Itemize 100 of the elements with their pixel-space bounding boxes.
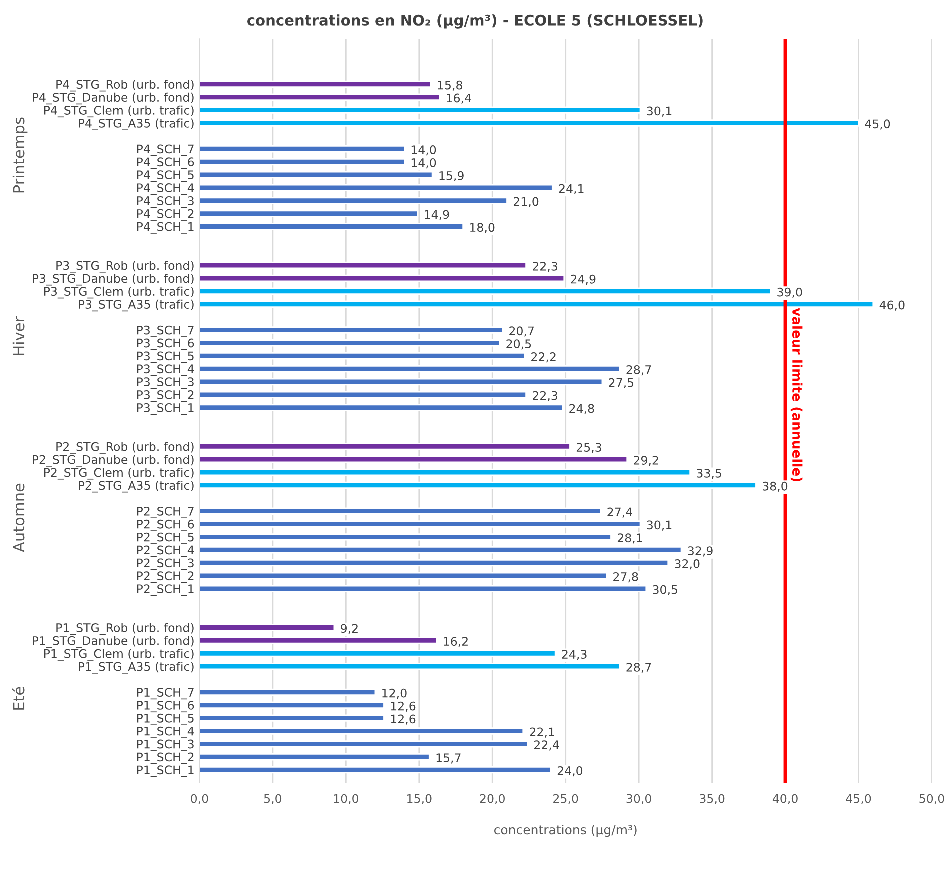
x-tick-label: 35,0: [700, 794, 725, 804]
bar: [200, 223, 464, 230]
x-tick-label: 30,0: [626, 794, 652, 804]
bar: [200, 210, 419, 218]
y-tick-label: P2_STG_A35 (trafic): [79, 480, 194, 493]
y-tick-label: P4_STG_Danube (urb. fond): [33, 92, 194, 105]
data-label: 22,3: [533, 391, 558, 402]
data-label: 20,5: [506, 340, 532, 350]
data-label: 21,0: [514, 197, 539, 208]
data-label: 27,4: [608, 508, 632, 518]
data-label: 22,2: [532, 352, 556, 363]
y-tick-label: P3_STG_A35 (trafic): [79, 300, 194, 312]
data-label: 22,1: [530, 728, 554, 738]
bar: [200, 146, 406, 153]
x-tick-label: 0,0: [191, 794, 208, 804]
bar: [200, 340, 501, 347]
y-tick-label: P1_STG_Clem (urb. trafic): [44, 649, 194, 661]
data-label: 15,9: [440, 171, 464, 182]
bar: [200, 274, 566, 282]
bar: [200, 508, 602, 515]
bar: [200, 326, 504, 334]
data-label: 25,3: [576, 443, 602, 454]
data-label: 24,8: [570, 404, 594, 414]
bar: [200, 443, 571, 450]
data-label: 24,0: [558, 766, 583, 777]
bar: [200, 650, 556, 658]
x-tick-label: 5,0: [264, 794, 282, 804]
y-tick-label: P3_STG_Rob (urb. fond): [56, 261, 194, 273]
bar: [200, 728, 524, 735]
y-tick-label: P4_STG_Rob (urb. fond): [56, 80, 194, 92]
bar: [200, 456, 628, 464]
data-label: 9,2: [341, 624, 358, 634]
bar: [200, 106, 642, 114]
x-tick-label: 20,0: [480, 794, 505, 804]
bar: [200, 520, 642, 528]
y-tick-label: P1_SCH_5: [137, 714, 194, 726]
bar: [200, 197, 508, 204]
y-tick-label: P3_SCH_3: [137, 378, 194, 390]
data-label: 22,3: [533, 262, 558, 272]
bar: [200, 534, 612, 541]
chart-title: concentrations en NO₂ (µg/m³) - ECOLE 5 (SCHLOESSEL): [248, 14, 703, 29]
y-tick-label: P3_SCH_1: [137, 403, 194, 416]
data-label: 30,1: [647, 520, 672, 531]
text: Hiver: [12, 316, 25, 356]
data-label: 24,9: [571, 274, 596, 286]
y-tick-label: P1_STG_Rob (urb. fond): [56, 623, 194, 636]
data-label: 16,2: [444, 637, 468, 648]
data-label: 29,2: [634, 456, 658, 466]
x-tick-label: 50,0: [920, 794, 944, 804]
x-axis-title: concentrations (µg/m³): [494, 824, 637, 838]
data-label: 45,0: [865, 120, 890, 130]
data-label: 16,4: [447, 94, 472, 104]
y-tick-label: P2_SCH_7: [137, 506, 194, 518]
y-tick-label: P1_SCH_2: [137, 752, 194, 764]
data-label: 28,7: [626, 365, 652, 376]
x-tick-label: 25,0: [554, 794, 578, 804]
bar: [200, 80, 432, 88]
x-tick-label: 40,0: [772, 794, 798, 804]
y-tick-label: P2_STG_Danube (urb. fond): [33, 455, 194, 467]
data-label: 30,1: [647, 106, 672, 117]
data-label: 27,8: [614, 572, 638, 583]
data-label: 30,5: [653, 585, 678, 596]
ref-line-label: valeur limite (annuelle): [790, 308, 803, 482]
data-label: 20,7: [510, 326, 534, 337]
bar: [200, 120, 860, 127]
bar: [200, 262, 527, 270]
y-tick-label: P4_SCH_5: [137, 170, 194, 182]
bar: [200, 559, 670, 567]
y-tick-label: P1_SCH_7: [137, 688, 194, 700]
data-label: 12,6: [391, 714, 416, 725]
y-tick-label: P1_SCH_3: [137, 740, 194, 752]
data-label: 39,0: [778, 288, 802, 298]
y-tick-label: P3_SCH_5: [137, 352, 194, 364]
y-tick-label: P4_SCH_4: [137, 184, 194, 196]
y-tick-label: P1_SCH_6: [137, 701, 194, 713]
y-tick-label: P3_SCH_6: [137, 338, 194, 350]
y-tick-label: P4_SCH_6: [137, 158, 194, 170]
x-tick-label: 15,0: [408, 794, 432, 804]
y-tick-label: P2_SCH_5: [137, 532, 194, 544]
data-label: 12,6: [391, 702, 416, 712]
y-tick-label: P3_SCH_7: [137, 326, 194, 338]
y-tick-label: P4_SCH_7: [137, 144, 194, 156]
bar: [200, 94, 441, 101]
bar: [200, 391, 527, 399]
y-tick-label: P1_SCH_4: [137, 726, 194, 738]
y-tick-label: P1_STG_A35 (trafic): [79, 662, 194, 674]
bar: [200, 702, 385, 709]
data-label: 24,1: [559, 184, 584, 194]
data-label: 32,0: [675, 560, 700, 570]
data-label: 27,5: [609, 378, 634, 389]
y-tick-label: P3_STG_Clem (urb. trafic): [44, 286, 194, 299]
bar: [200, 754, 430, 761]
data-label: 28,7: [626, 663, 652, 674]
y-tick-label: P4_STG_Clem (urb. trafic): [44, 106, 194, 118]
y-tick-label: P4_SCH_1: [137, 222, 194, 234]
bar: [200, 740, 528, 748]
data-label: 12,0: [382, 688, 407, 700]
y-tick-label: P4_SCH_3: [137, 196, 194, 208]
y-tick-label: P1_SCH_1: [137, 766, 194, 778]
y-tick-label: P2_SCH_4: [137, 546, 194, 558]
